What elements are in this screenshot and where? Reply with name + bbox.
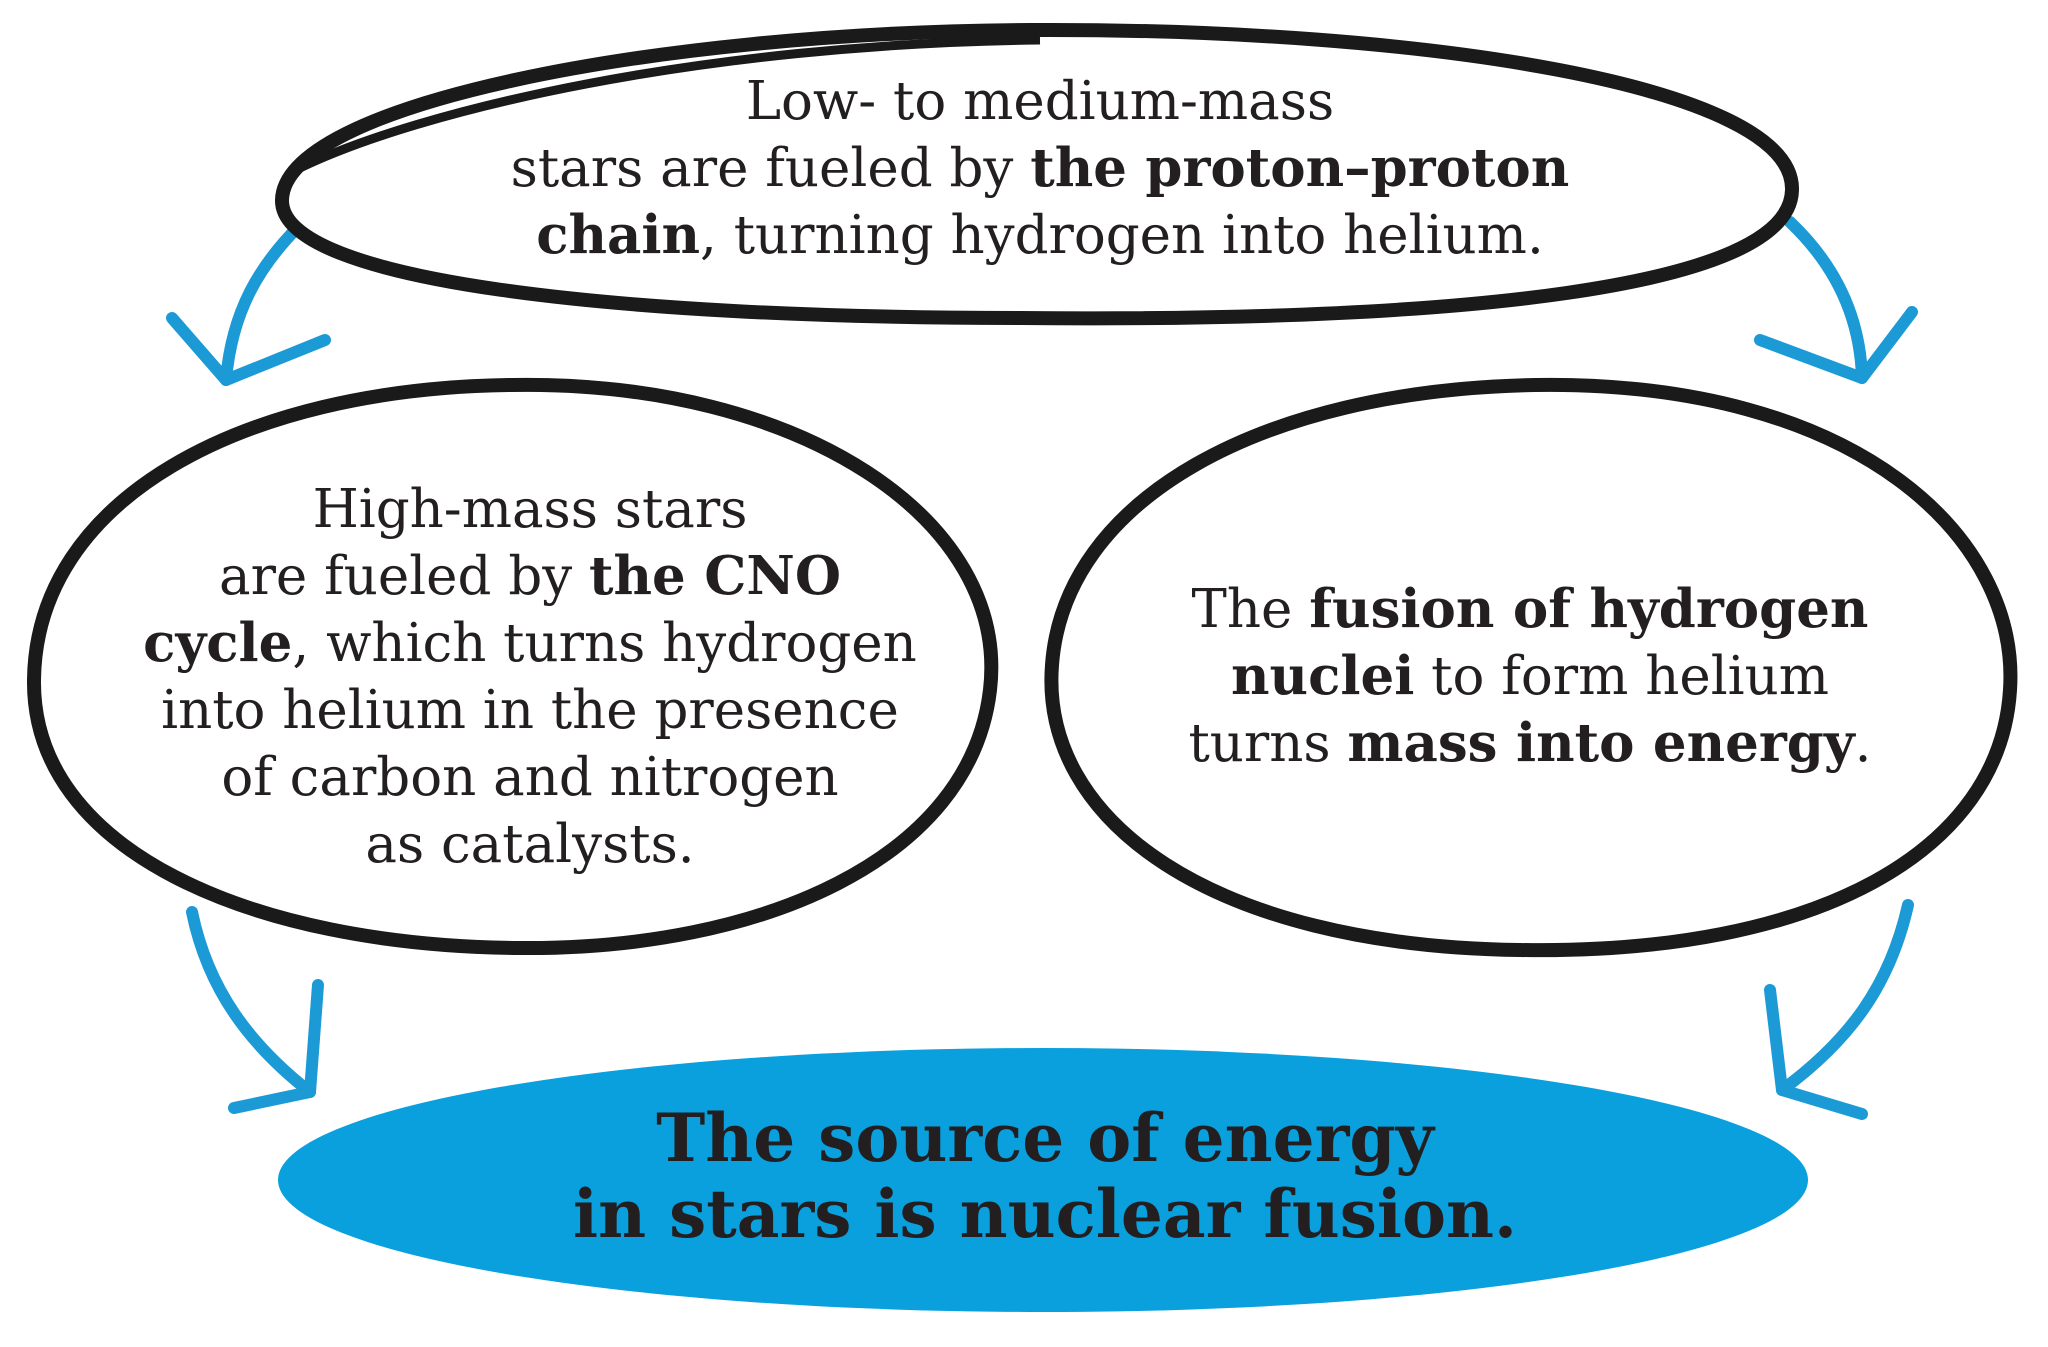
arrow-head-right-bottom [1764, 984, 1868, 1120]
right-node-line-2: nuclei to form helium [1120, 643, 1940, 710]
main-node-line-1: The source of energy [656, 1099, 1434, 1177]
arrow-head-left-bottom [228, 979, 324, 1114]
right-node-emphasis-1: fusion of hydrogen [1309, 578, 1869, 640]
arrow-top-to-left [220, 219, 306, 386]
arrow-right-to-main [1776, 899, 1914, 1096]
main-node-text: The source of energy in stars is nuclear… [380, 1100, 1710, 1252]
right-node-emphasis-3: mass into energy [1347, 712, 1855, 774]
arrow-head-top-left [166, 312, 331, 386]
arrow-top-to-right [1784, 216, 1868, 384]
main-node-line-2: in stars is nuclear fusion. [573, 1175, 1517, 1253]
top-node-line-3-text: , turning hydrogen into helium. [700, 205, 1544, 266]
left-node-line-2-text: are fueled by [218, 546, 590, 607]
left-node-line-3-text: , which turns hydrogen [292, 613, 917, 674]
top-node-line-2-text: stars are fueled by [510, 138, 1031, 199]
right-node-line-3-end: . [1854, 713, 1872, 774]
left-node-emphasis-1: the CNO [589, 545, 842, 607]
top-node-line-1: Low- to medium-mass [745, 71, 1335, 132]
left-node-emphasis-2: cycle [143, 612, 293, 674]
right-node-line-1: The fusion of hydrogen [1120, 576, 1940, 643]
arrow-left-to-main [186, 906, 316, 1098]
left-node-line-4: into helium in the presence [161, 680, 899, 741]
right-node-line-3: turns mass into energy. [1120, 710, 1940, 777]
arrow-head-top-right [1754, 306, 1918, 384]
oval-top [274, 22, 1800, 326]
oval-right [1044, 377, 2018, 958]
top-node-line-3: chain, turning hydrogen into helium. [420, 202, 1660, 269]
top-node-text: Low- to medium-mass stars are fueled by … [420, 68, 1660, 269]
left-node-line-3: cycle, which turns hydrogen [100, 610, 960, 677]
right-node-text: The fusion of hydrogen nuclei to form he… [1120, 576, 1940, 777]
left-node-line-5: of carbon and nitrogen [221, 747, 839, 808]
left-node-text: High-mass stars are fueled by the CNO cy… [100, 476, 960, 878]
oval-main [278, 1048, 1808, 1312]
top-node-line-2: stars are fueled by the proton–proton [420, 135, 1660, 202]
right-node-emphasis-2: nuclei [1231, 645, 1415, 707]
left-node-line-2: are fueled by the CNO [100, 543, 960, 610]
top-node-emphasis-1: the proton–proton [1030, 137, 1570, 199]
left-node-line-1: High-mass stars [312, 479, 748, 540]
left-node-line-6: as catalysts. [365, 814, 695, 875]
top-node-emphasis-2: chain [536, 204, 701, 266]
oval-left [26, 377, 999, 956]
right-node-line-1-text: The [1191, 579, 1310, 640]
oval-top-overlap [298, 35, 1041, 173]
right-node-line-2-text: to form helium [1414, 646, 1829, 707]
right-node-line-3-text: turns [1188, 713, 1348, 774]
